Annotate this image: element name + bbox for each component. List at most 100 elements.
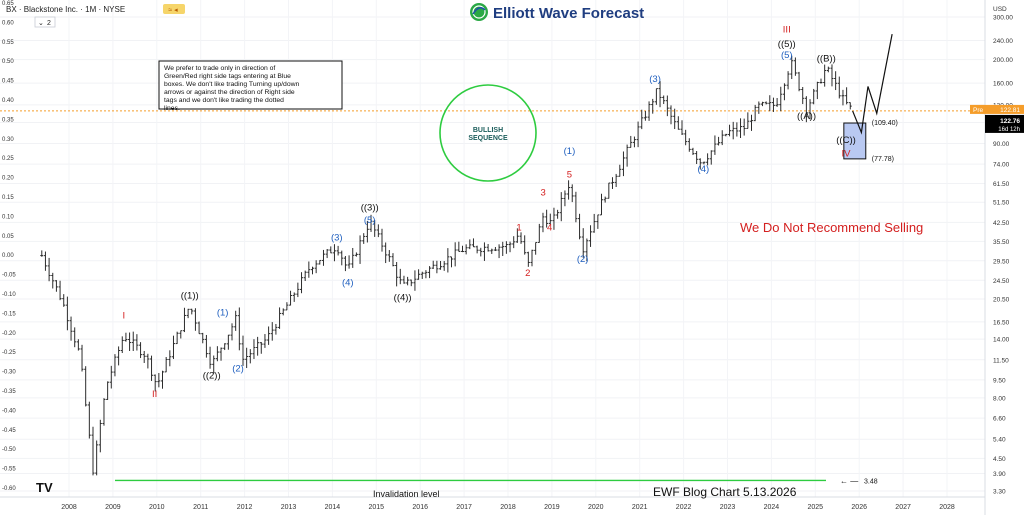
x-axis: 2008 2009 2010 2011 2012 2013 2014 2015 2016 2017… [61, 504, 955, 511]
invalidation-label: Invalidation level [373, 489, 440, 499]
left-axis-tick: 0.50 [2, 59, 14, 65]
left-axis-tick: 0.40 [2, 98, 14, 104]
premarket-label: Pre [973, 107, 984, 114]
x-axis-tick: 2021 [632, 504, 648, 511]
left-axis-tick: -0.05 [2, 273, 16, 279]
brand-name: Elliott Wave Forecast [493, 5, 644, 22]
x-axis-tick: 2019 [544, 504, 560, 511]
x-axis-tick: 2018 [500, 504, 516, 511]
right-axis-tick: 5.40 [993, 437, 1006, 444]
left-axis-tick: -0.10 [2, 292, 16, 298]
right-axis-tick: 160.00 [993, 81, 1013, 88]
blue-box-area [843, 122, 867, 160]
wave-label: 2 [525, 268, 530, 279]
left-axis-tick: -0.40 [2, 408, 16, 414]
right-axis-unit: USD [993, 6, 1007, 13]
x-axis-tick: 2024 [764, 504, 780, 511]
ewf-logo: Elliott Wave Forecast [470, 3, 644, 22]
left-axis: 0.65 0.60 0.55 0.50 0.45 0.40 0.35 0.30 0.25 0.20… [2, 1, 16, 492]
right-axis-tick: 300.00 [993, 15, 1013, 22]
x-axis-tick: 2020 [588, 504, 604, 511]
invalidation-value: 3.48 [864, 478, 878, 485]
x-axis-tick: 2025 [808, 504, 824, 511]
x-axis-tick: 2009 [105, 504, 121, 511]
x-axis-tick: 2011 [193, 504, 208, 511]
wave-label: ((B)) [817, 54, 836, 65]
blog-chart-label: EWF Blog Chart 5.13.2026 [653, 485, 797, 499]
wave-label: 1 [516, 222, 521, 233]
countdown-value: 16d 12h [998, 127, 1020, 133]
x-axis-tick: 2022 [676, 504, 692, 511]
bullish-line2: SEQUENCE [468, 135, 508, 142]
wave-label: 3 [540, 187, 545, 198]
wave-label: ((2)) [203, 371, 221, 382]
right-axis-tick: 3.30 [993, 489, 1006, 496]
x-axis-tick: 2028 [939, 504, 955, 511]
wave-label: (1) [564, 146, 576, 157]
wave-label: 4 [547, 222, 552, 233]
right-axis-tick: 74.00 [993, 162, 1010, 169]
bullish-line1: BULLISH [473, 127, 503, 134]
symbol-title: BX · Blackstone Inc. · 1M · NYSE [6, 5, 125, 14]
left-axis-tick: 0.45 [2, 79, 14, 85]
projection-path [852, 33, 893, 135]
price-tags: Pre 122.81 122.76 16d 12h [970, 104, 1024, 133]
recommendation-text: We Do Not Recommend Selling [740, 220, 923, 235]
right-axis-tick: 8.00 [993, 395, 1006, 402]
wave-label: IV [842, 148, 852, 159]
wave-label: (3) [649, 74, 661, 85]
left-axis-tick: -0.55 [2, 467, 16, 473]
wave-label: II [152, 389, 157, 400]
left-axis-tick: 0.25 [2, 156, 14, 162]
premarket-tag [970, 104, 1024, 114]
chevron-down-icon: ⌄ [38, 20, 44, 27]
right-axis-tick: 24.50 [993, 278, 1010, 285]
x-axis-tick: 2008 [61, 504, 77, 511]
current-price-value: 122.76 [1000, 118, 1020, 125]
wave-label: (1) [217, 308, 229, 319]
wave-label: ((1)) [181, 291, 199, 302]
grid [0, 0, 985, 497]
box-low-label: (77.78) [872, 156, 894, 163]
wave-label: (3) [331, 233, 343, 244]
right-axis-tick: 51.50 [993, 200, 1010, 207]
right-axis-tick: 20.50 [993, 297, 1010, 304]
left-axis-tick: 0.20 [2, 176, 14, 182]
right-axis-tick: 9.50 [993, 377, 1006, 384]
x-axis-tick: 2026 [851, 504, 867, 511]
left-axis-tick: -0.20 [2, 331, 16, 337]
wave-label: ((3)) [361, 202, 379, 213]
symbol-flag-badge[interactable] [163, 4, 185, 14]
x-axis-tick: 2017 [456, 504, 472, 511]
left-axis-tick: -0.45 [2, 428, 16, 434]
left-axis-tick: 0.35 [2, 117, 14, 123]
flag-icon: ≈ ◂ [168, 7, 178, 14]
left-axis-tick: -0.30 [2, 370, 16, 376]
right-axis-tick: 4.50 [993, 456, 1006, 463]
left-axis-tick: 0.60 [2, 20, 14, 26]
x-axis-tick: 2016 [412, 504, 428, 511]
box-high-label: (109.40) [872, 120, 898, 127]
right-axis-tick: 14.00 [993, 337, 1010, 344]
x-axis-tick: 2013 [281, 504, 297, 511]
premarket-value: 122.81 [1000, 107, 1020, 114]
tradingview-logo-icon: TV [36, 480, 53, 495]
wave-label: III [783, 25, 791, 36]
left-axis-tick: 0.00 [2, 253, 14, 259]
x-axis-tick: 2015 [369, 504, 385, 511]
right-axis-tick: 6.60 [993, 416, 1006, 423]
note-text: We prefer to trade only in direction of G… [164, 65, 300, 112]
wave-labels: III((1))((2))(1)(2)(3)(4)((3))(5)((4))12… [123, 25, 856, 400]
wave-label: ((4)) [394, 293, 412, 304]
invalidation-arrow-icon: ← — [840, 476, 858, 485]
wave-label: ((5)) [778, 39, 796, 50]
x-axis-tick: 2027 [895, 504, 911, 511]
left-axis-tick: 0.55 [2, 40, 14, 46]
right-axis-tick: 61.50 [993, 181, 1010, 188]
right-axis-tick: 240.00 [993, 38, 1013, 45]
wave-label: (2) [577, 254, 589, 265]
current-price-tag [985, 114, 1024, 133]
layer-count: 2 [47, 20, 51, 27]
layer-toggle[interactable] [34, 16, 56, 28]
x-axis-tick: 2010 [149, 504, 165, 511]
